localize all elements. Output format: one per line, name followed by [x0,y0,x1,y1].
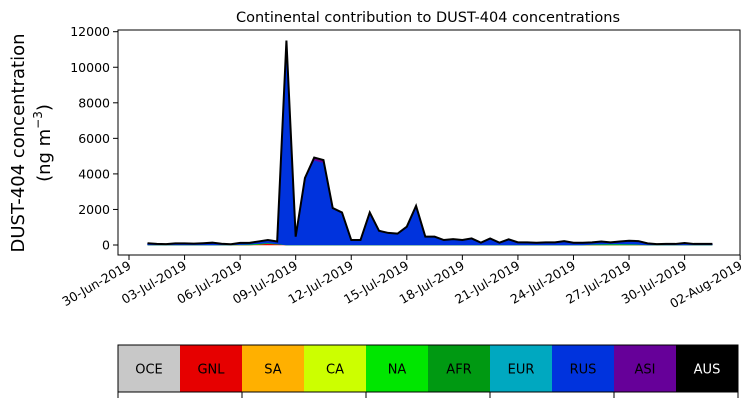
legend-label: ASI [635,363,656,378]
y-tick-label: 6000 [78,131,110,146]
legend-swatch-asi [614,345,676,392]
plot-frame [117,29,741,256]
y-tick-label: 10000 [70,60,110,75]
total-outline [147,40,713,246]
legend-swatch-aus [676,345,738,392]
y-tick-label: 8000 [78,95,110,110]
legend-swatch-oce [118,345,180,392]
area-rus [147,44,713,246]
y-tick-label: 0 [102,238,110,253]
y-axis-label-line1: DUST-404 concentration [8,33,29,252]
legend-label: EUR [508,363,535,378]
stacked-areas [147,40,713,246]
area-asi [147,40,713,245]
legend-frame [117,344,739,393]
y-axis-label-line2: (ng m−3) [31,104,55,182]
y-tick-label: 12000 [70,24,110,39]
legend-label: GNL [197,363,225,378]
legend-label: NA [388,363,407,378]
y-axis-unit-close: ) [34,104,55,111]
legend-label: OCE [135,363,163,378]
legend-swatch-ca [304,345,366,392]
legend-swatch-na [366,345,428,392]
legend-swatch-eur [490,345,552,392]
y-axis-unit: (ng m [34,129,55,182]
legend-colorbar: OCE GNL SA CA NA AFR EUR RUS ASI AUS [117,344,739,398]
y-tick-label: 4000 [78,166,110,181]
legend-swatch-rus [552,345,614,392]
x-axis: 30-Jun-201903-Jul-201906-Jul-201909-Jul-… [59,255,745,311]
legend-label: SA [264,363,281,378]
y-tick-label: 2000 [78,202,110,217]
legend-label: RUS [570,363,597,378]
legend-swatch-afr [428,345,490,392]
legend-label: AFR [446,363,471,378]
y-axis-label: DUST-404 concentration (ng m−3) [8,33,55,252]
legend-label: CA [326,363,344,378]
legend-label: AUS [694,363,721,378]
legend-swatch-gnl [180,345,242,392]
chart-title: Continental contribution to DUST-404 con… [236,10,620,26]
legend-swatch-sa [242,345,304,392]
y-axis-unit-exponent: −3 [31,111,45,129]
y-axis: 0 2000 4000 6000 8000 10000 12000 [70,24,118,253]
